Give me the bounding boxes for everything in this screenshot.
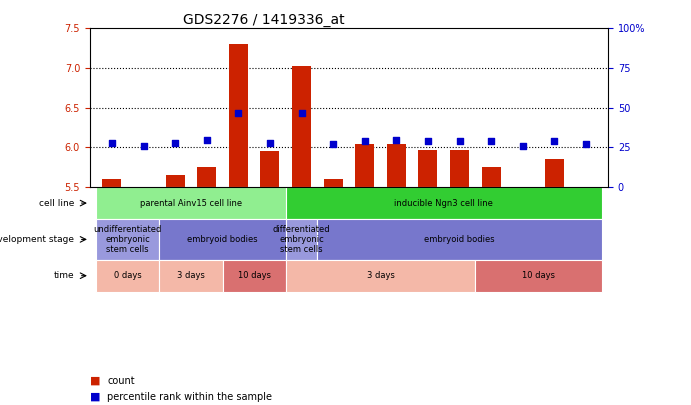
Point <box>580 141 591 147</box>
Bar <box>475 260 602 292</box>
Point <box>169 139 180 146</box>
Bar <box>261 151 279 187</box>
Text: embryoid bodies: embryoid bodies <box>187 235 258 244</box>
Bar <box>286 260 475 292</box>
Text: 10 days: 10 days <box>522 271 555 280</box>
Point <box>328 141 339 147</box>
Text: inducible Ngn3 cell line: inducible Ngn3 cell line <box>395 198 493 208</box>
Point <box>201 136 212 143</box>
Point <box>106 139 117 146</box>
Bar <box>355 143 375 187</box>
Point <box>486 138 497 144</box>
Bar <box>102 179 122 187</box>
Text: 3 days: 3 days <box>177 271 205 280</box>
Point <box>265 139 276 146</box>
Text: ■: ■ <box>90 392 100 402</box>
Bar <box>323 179 343 187</box>
Point <box>549 138 560 144</box>
Point <box>391 136 402 143</box>
Bar <box>96 219 160 260</box>
Text: percentile rank within the sample: percentile rank within the sample <box>107 392 272 402</box>
Bar <box>96 187 286 219</box>
Bar <box>387 143 406 187</box>
Text: time: time <box>53 271 74 280</box>
Text: 0 days: 0 days <box>114 271 142 280</box>
Bar <box>286 219 317 260</box>
Text: embryoid bodies: embryoid bodies <box>424 235 495 244</box>
Text: ■: ■ <box>90 376 100 386</box>
Bar <box>229 44 248 187</box>
Point <box>233 109 244 116</box>
Bar <box>450 150 469 187</box>
Point <box>454 138 465 144</box>
Text: count: count <box>107 376 135 386</box>
Bar <box>545 160 564 187</box>
Text: 10 days: 10 days <box>238 271 271 280</box>
Bar <box>223 260 286 292</box>
Point <box>518 143 529 149</box>
Text: cell line: cell line <box>39 198 74 208</box>
Bar <box>197 167 216 187</box>
Bar <box>317 219 602 260</box>
Bar <box>160 219 286 260</box>
Bar <box>166 175 184 187</box>
Bar <box>292 66 311 187</box>
Point <box>359 138 370 144</box>
Text: parental Ainv15 cell line: parental Ainv15 cell line <box>140 198 242 208</box>
Text: development stage: development stage <box>0 235 74 244</box>
Text: differentiated
embryonic
stem cells: differentiated embryonic stem cells <box>273 224 330 254</box>
Bar <box>160 260 223 292</box>
Point <box>422 138 433 144</box>
Bar <box>482 167 501 187</box>
Point <box>296 109 307 116</box>
Text: undifferentiated
embryonic
stem cells: undifferentiated embryonic stem cells <box>93 224 162 254</box>
Point <box>138 143 149 149</box>
Text: GDS2276 / 1419336_at: GDS2276 / 1419336_at <box>183 13 345 27</box>
Bar <box>286 187 602 219</box>
Bar <box>419 150 437 187</box>
Bar <box>96 260 160 292</box>
Text: 3 days: 3 days <box>367 271 395 280</box>
